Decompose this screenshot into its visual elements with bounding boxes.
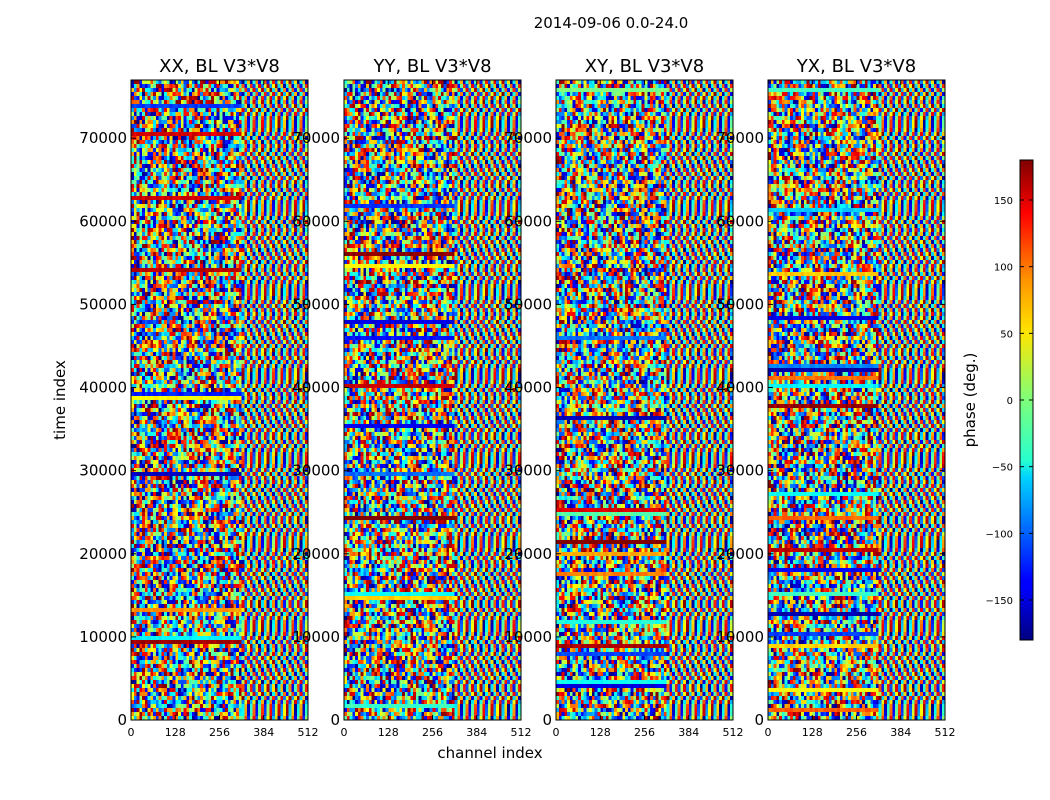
phase-heatmap: [131, 80, 308, 720]
y-tick-label: 70000: [292, 129, 340, 147]
y-tick-label: 20000: [79, 545, 127, 563]
colorbar-label: phase (deg.): [961, 353, 979, 448]
x-tick-label: 512: [935, 726, 956, 739]
panel-4: YX, BL V3*V8 0 128 256 384 512 0 10000 20000 3000…: [716, 56, 955, 739]
x-tick-label: 0: [341, 726, 348, 739]
x-tick-label: 128: [802, 726, 823, 739]
y-tick-label: 50000: [79, 295, 127, 313]
panel-title: YY, BL V3*V8: [372, 56, 491, 77]
y-tick-label: 10000: [716, 628, 764, 646]
colorbar-tick-label: 0: [1007, 396, 1013, 407]
y-tick-label: 30000: [292, 462, 340, 480]
y-tick-label: 40000: [716, 379, 764, 397]
x-tick-label: 256: [846, 726, 867, 739]
phase-heatmap: [768, 80, 945, 720]
y-tick-label: 0: [754, 711, 764, 729]
y-tick-label: 70000: [716, 129, 764, 147]
y-tick-label: 0: [330, 711, 340, 729]
x-tick-label: 384: [466, 726, 487, 739]
x-tick-label: 0: [553, 726, 560, 739]
x-tick-label: 512: [723, 726, 744, 739]
phase-heatmap: [344, 80, 521, 720]
y-tick-label: 40000: [292, 379, 340, 397]
panels: XX, BL V3*V8 0 128 256 384 512 0 10000 20000 3000…: [79, 56, 955, 739]
x-tick-label: 256: [422, 726, 443, 739]
colorbar-ticks: 150 100 50 0 −50 −100 −150: [986, 196, 1033, 607]
figure-suptitle: 2014-09-06 0.0-24.0: [534, 14, 689, 32]
y-tick-label: 30000: [504, 462, 552, 480]
y-axis-label: time index: [51, 360, 69, 440]
colorbar-tick-label: −100: [986, 529, 1013, 540]
x-tick-label: 384: [890, 726, 911, 739]
y-tick-label: 60000: [716, 212, 764, 230]
y-tick-label: 20000: [292, 545, 340, 563]
y-tick-label: 50000: [504, 295, 552, 313]
y-tick-label: 20000: [716, 545, 764, 563]
y-tick-label: 50000: [292, 295, 340, 313]
y-tick-label: 40000: [79, 379, 127, 397]
y-tick-label: 70000: [504, 129, 552, 147]
y-tick-label: 60000: [292, 212, 340, 230]
colorbar-tick-label: 50: [1000, 329, 1013, 340]
colorbar-tick-label: −50: [992, 463, 1013, 474]
colorbar-tick-label: −150: [986, 596, 1013, 607]
y-tick-label: 0: [542, 711, 552, 729]
x-tick-label: 128: [590, 726, 611, 739]
x-tick-label: 256: [209, 726, 230, 739]
x-tick-label: 256: [634, 726, 655, 739]
x-tick-label: 0: [765, 726, 772, 739]
x-axis-label: channel index: [437, 744, 542, 762]
y-tick-label: 40000: [504, 379, 552, 397]
x-tick-label: 128: [165, 726, 186, 739]
colorbar-tick-label: 100: [994, 263, 1013, 274]
x-tick-label: 384: [253, 726, 274, 739]
phase-heatmap: [556, 80, 733, 720]
y-tick-label: 20000: [504, 545, 552, 563]
colorbar: 150 100 50 0 −50 −100 −150 phase (deg.): [961, 159, 1034, 641]
y-tick-label: 0: [117, 711, 127, 729]
y-tick-label: 10000: [292, 628, 340, 646]
x-tick-label: 384: [678, 726, 699, 739]
x-tick-label: 512: [298, 726, 319, 739]
y-tick-label: 10000: [504, 628, 552, 646]
y-tick-label: 60000: [79, 212, 127, 230]
y-tick-label: 60000: [504, 212, 552, 230]
y-tick-label: 10000: [79, 628, 127, 646]
panel-3: XY, BL V3*V8 0 128 256 384 512 0 10000 20000 3000…: [504, 56, 743, 739]
y-tick-label: 30000: [716, 462, 764, 480]
x-tick-label: 0: [128, 726, 135, 739]
panel-title: XX, BL V3*V8: [159, 56, 280, 77]
panel-2: YY, BL V3*V8 0 128 256 384 512 0 10000 20000 3000…: [292, 56, 531, 739]
y-tick-label: 50000: [716, 295, 764, 313]
panel-title: XY, BL V3*V8: [585, 56, 704, 77]
panel-title: YX, BL V3*V8: [796, 56, 916, 77]
y-tick-label: 30000: [79, 462, 127, 480]
panel-1: XX, BL V3*V8 0 128 256 384 512 0 10000 20000 3000…: [79, 56, 318, 739]
colorbar-tick-label: 150: [994, 196, 1013, 207]
y-tick-label: 70000: [79, 129, 127, 147]
x-tick-label: 128: [378, 726, 399, 739]
x-tick-label: 512: [511, 726, 532, 739]
